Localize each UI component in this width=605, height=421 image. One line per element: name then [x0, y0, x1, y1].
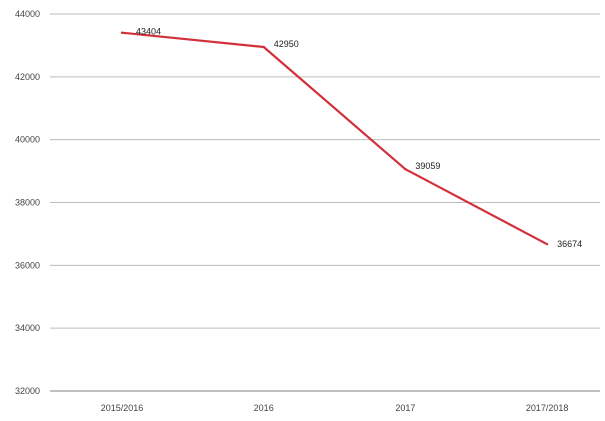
y-tick-label: 36000 [15, 260, 40, 270]
data-point [120, 31, 124, 34]
y-tick-label: 32000 [15, 386, 40, 396]
data-label: 43404 [136, 27, 161, 37]
data-point [262, 45, 265, 49]
data-label: 39059 [415, 161, 440, 171]
y-tick-label: 42000 [15, 72, 40, 82]
data-point [545, 242, 549, 246]
y-tick-label: 34000 [15, 323, 40, 333]
x-tick-label: 2017/2018 [526, 403, 569, 413]
data-point [404, 168, 407, 171]
y-tick-label: 40000 [15, 135, 40, 145]
data-label: 42950 [274, 39, 299, 49]
y-tick-label: 38000 [15, 198, 40, 208]
x-tick-label: 2016 [254, 403, 274, 413]
x-tick-label: 2015/2016 [101, 403, 144, 413]
series-line [121, 31, 548, 246]
data-labels: 43404 42950 39059 36674 [136, 27, 582, 249]
gridlines [50, 13, 600, 392]
series-group [120, 31, 549, 246]
y-axis-ticks: 32000 34000 36000 38000 40000 42000 44000 [15, 9, 40, 396]
y-tick-label: 44000 [15, 9, 40, 19]
x-axis-ticks: 2015/2016 2016 2017 2017/2018 [101, 403, 569, 413]
data-label: 36674 [557, 239, 582, 249]
x-tick-label: 2017 [395, 403, 415, 413]
